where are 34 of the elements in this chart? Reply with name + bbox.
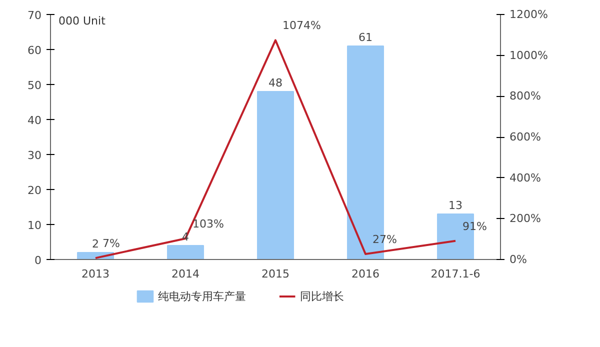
y-tick-label: 60	[28, 44, 42, 57]
y-tick-label: 10	[28, 219, 42, 232]
y-tick-label: 50	[28, 79, 42, 92]
y-tick-label: 40	[28, 114, 42, 127]
data-label: 61	[358, 31, 372, 44]
y2-tick-label: 600%	[510, 130, 541, 144]
x-tick-label: 2016	[352, 268, 380, 280]
bar	[167, 245, 204, 260]
y2-tick-label: 200%	[510, 212, 541, 226]
data-label: 91%	[462, 220, 487, 233]
x-tick-label: 2014	[172, 268, 200, 280]
data-label: 103%	[192, 217, 224, 230]
data-label: 48	[268, 76, 282, 90]
y-tick-label: 30	[28, 149, 42, 162]
legend-label: 纯电动专用车产量	[158, 290, 246, 303]
y-tick-label: 0	[34, 254, 42, 267]
y2-tick-label: 1200%	[510, 8, 548, 21]
x-tick-label: 2013	[82, 268, 110, 280]
y-tick-label: 70	[28, 9, 42, 22]
legend-label: 同比增长	[300, 290, 344, 303]
data-label: 27%	[372, 232, 397, 246]
data-label: 1074%	[282, 19, 321, 32]
y-axis-title: 000 Unit	[58, 14, 106, 28]
data-label: 2	[92, 238, 99, 250]
y2-tick-label: 800%	[510, 90, 541, 103]
x-tick-label: 2015	[262, 268, 290, 280]
bar	[257, 91, 294, 260]
y-tick-label: 20	[28, 184, 42, 197]
y2-tick-label: 0%	[510, 253, 527, 266]
data-label: 7%	[102, 237, 120, 250]
y2-tick-label: 1000%	[510, 48, 548, 62]
y2-tick-label: 400%	[510, 171, 541, 184]
data-label: 13	[448, 199, 462, 212]
x-tick-label: 2017.1-6	[430, 268, 480, 280]
